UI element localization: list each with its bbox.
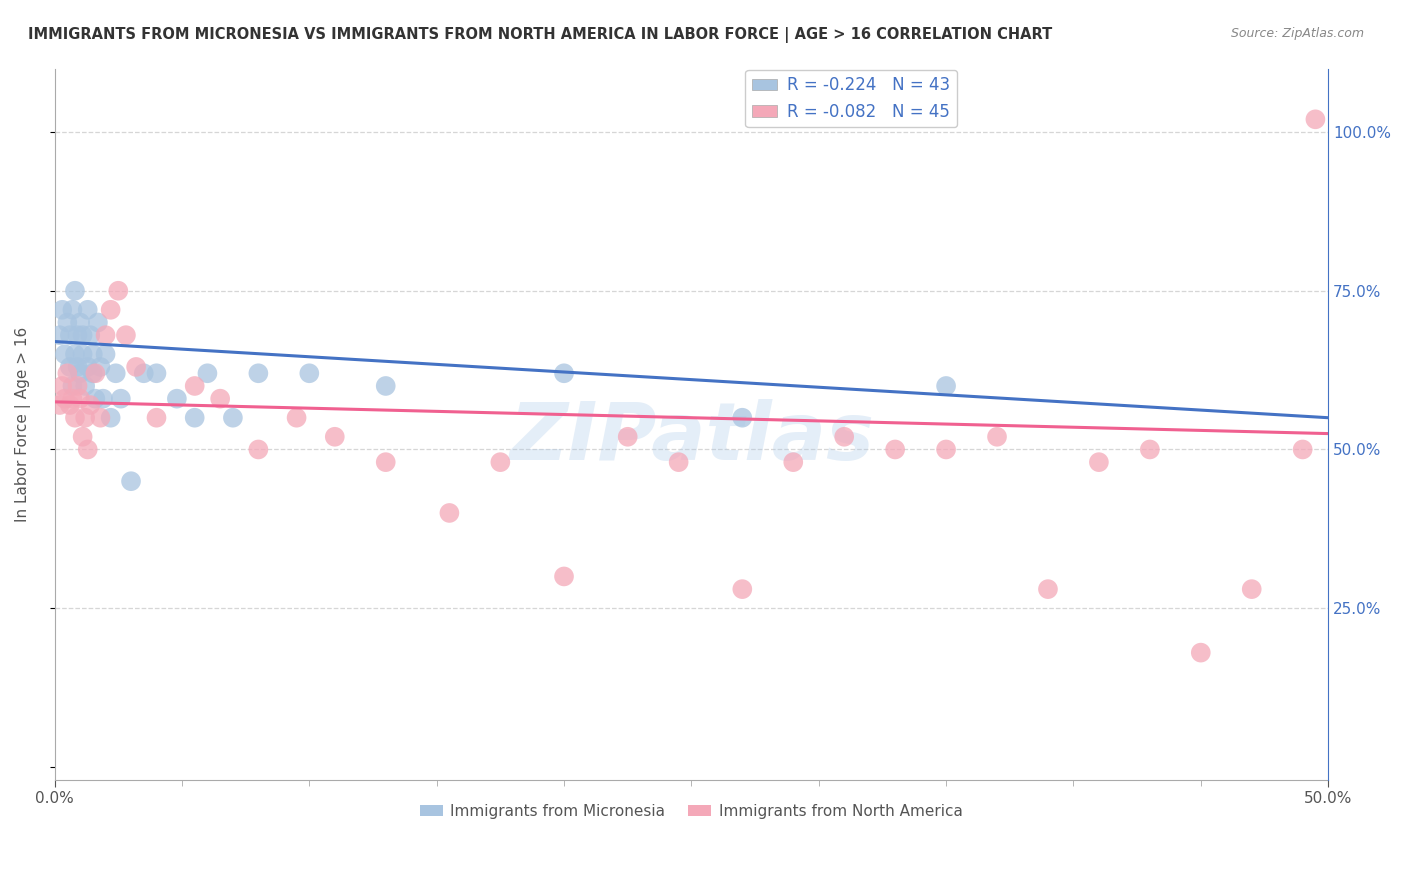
Point <box>120 474 142 488</box>
Point <box>79 328 101 343</box>
Point <box>84 366 107 380</box>
Point <box>53 392 76 406</box>
Point <box>94 347 117 361</box>
Point <box>104 366 127 380</box>
Point <box>222 410 245 425</box>
Point <box>115 328 138 343</box>
Point <box>935 442 957 457</box>
Point <box>87 316 110 330</box>
Point <box>72 430 94 444</box>
Point <box>82 347 104 361</box>
Point <box>66 359 89 374</box>
Point <box>110 392 132 406</box>
Point <box>247 442 270 457</box>
Point <box>48 328 70 343</box>
Point <box>1139 442 1161 457</box>
Point <box>183 410 205 425</box>
Point <box>183 379 205 393</box>
Point <box>72 328 94 343</box>
Point <box>89 359 111 374</box>
Point <box>107 284 129 298</box>
Point <box>100 410 122 425</box>
Point <box>69 366 91 380</box>
Point <box>63 410 86 425</box>
Point <box>782 455 804 469</box>
Point <box>285 410 308 425</box>
Point <box>76 359 98 374</box>
Point <box>56 316 79 330</box>
Point <box>63 284 86 298</box>
Point <box>731 582 754 596</box>
Point <box>247 366 270 380</box>
Point <box>553 366 575 380</box>
Point <box>1036 582 1059 596</box>
Point <box>75 379 97 393</box>
Point <box>884 442 907 457</box>
Point <box>668 455 690 469</box>
Point <box>94 328 117 343</box>
Point <box>59 359 82 374</box>
Point <box>76 442 98 457</box>
Point <box>89 410 111 425</box>
Point <box>323 430 346 444</box>
Y-axis label: In Labor Force | Age > 16: In Labor Force | Age > 16 <box>15 326 31 522</box>
Point <box>59 398 82 412</box>
Point <box>439 506 461 520</box>
Point <box>62 379 84 393</box>
Point <box>63 347 86 361</box>
Point <box>1305 112 1327 127</box>
Point <box>986 430 1008 444</box>
Point <box>100 302 122 317</box>
Point <box>832 430 855 444</box>
Point <box>51 379 73 393</box>
Point <box>53 347 76 361</box>
Point <box>1240 582 1263 596</box>
Point <box>76 302 98 317</box>
Point <box>616 430 638 444</box>
Point <box>731 410 754 425</box>
Point <box>132 366 155 380</box>
Point <box>84 392 107 406</box>
Text: ZIPatlas: ZIPatlas <box>509 400 875 477</box>
Point <box>66 328 89 343</box>
Point <box>69 316 91 330</box>
Text: IMMIGRANTS FROM MICRONESIA VS IMMIGRANTS FROM NORTH AMERICA IN LABOR FORCE | AGE: IMMIGRANTS FROM MICRONESIA VS IMMIGRANTS… <box>28 27 1052 43</box>
Point <box>59 328 82 343</box>
Point <box>298 366 321 380</box>
Point <box>935 379 957 393</box>
Point <box>209 392 232 406</box>
Point <box>79 398 101 412</box>
Point <box>72 347 94 361</box>
Point <box>197 366 219 380</box>
Legend: Immigrants from Micronesia, Immigrants from North America: Immigrants from Micronesia, Immigrants f… <box>413 798 969 825</box>
Point <box>1088 455 1111 469</box>
Point <box>489 455 512 469</box>
Point <box>62 392 84 406</box>
Point <box>374 455 396 469</box>
Point <box>56 366 79 380</box>
Point <box>145 410 167 425</box>
Point <box>145 366 167 380</box>
Point <box>125 359 148 374</box>
Point <box>1189 646 1212 660</box>
Point <box>66 379 89 393</box>
Point <box>51 302 73 317</box>
Point <box>69 392 91 406</box>
Point <box>48 398 70 412</box>
Point <box>91 392 114 406</box>
Point <box>62 302 84 317</box>
Point <box>374 379 396 393</box>
Point <box>1292 442 1315 457</box>
Point <box>166 392 188 406</box>
Point <box>82 366 104 380</box>
Point <box>75 410 97 425</box>
Text: Source: ZipAtlas.com: Source: ZipAtlas.com <box>1230 27 1364 40</box>
Point <box>553 569 575 583</box>
